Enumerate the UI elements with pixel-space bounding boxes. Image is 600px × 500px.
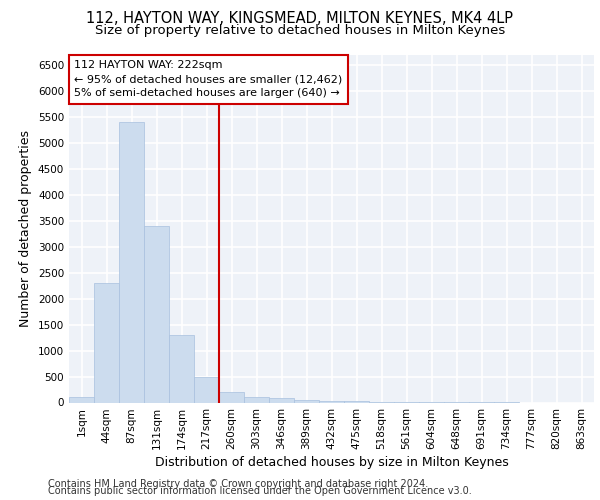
Text: 112 HAYTON WAY: 222sqm
← 95% of detached houses are smaller (12,462)
5% of semi-: 112 HAYTON WAY: 222sqm ← 95% of detached… [74,60,343,98]
Bar [69,398,94,402]
Text: Size of property relative to detached houses in Milton Keynes: Size of property relative to detached ho… [95,24,505,37]
Bar [94,283,119,403]
Text: Contains public sector information licensed under the Open Government Licence v3: Contains public sector information licen… [48,486,472,496]
Bar [194,377,219,402]
Bar [269,398,294,402]
Bar [119,122,144,402]
X-axis label: Distribution of detached houses by size in Milton Keynes: Distribution of detached houses by size … [155,456,508,469]
Bar [169,335,194,402]
Bar [219,392,244,402]
Bar [294,400,319,402]
Text: Contains HM Land Registry data © Crown copyright and database right 2024.: Contains HM Land Registry data © Crown c… [48,479,428,489]
Bar [244,398,269,402]
Bar [319,401,344,402]
Bar [144,226,169,402]
Y-axis label: Number of detached properties: Number of detached properties [19,130,32,327]
Text: 112, HAYTON WAY, KINGSMEAD, MILTON KEYNES, MK4 4LP: 112, HAYTON WAY, KINGSMEAD, MILTON KEYNE… [86,11,514,26]
